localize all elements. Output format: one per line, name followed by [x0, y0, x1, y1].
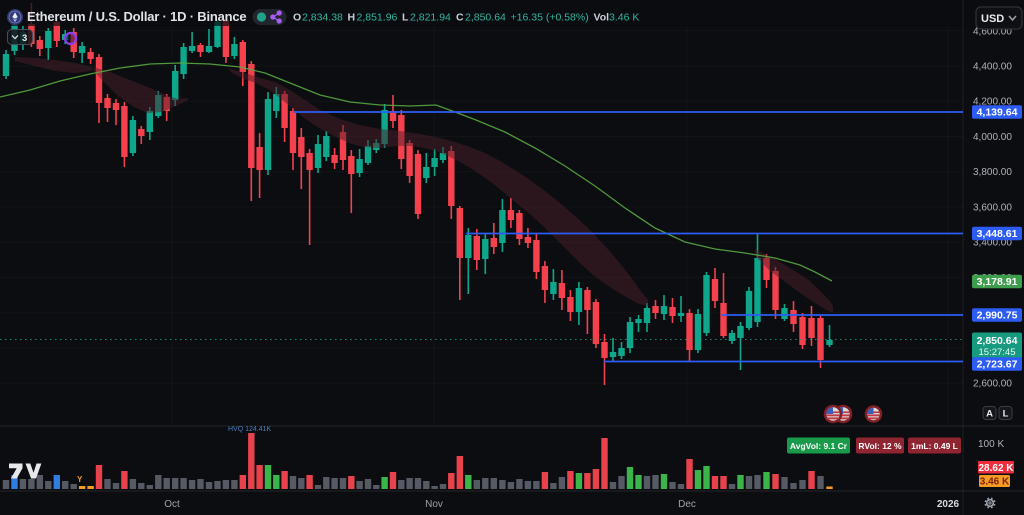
svg-text:L: L [402, 12, 409, 24]
svg-text:3,600.00: 3,600.00 [973, 203, 1012, 214]
svg-text:2,851.96: 2,851.96 [357, 12, 398, 24]
svg-text:AvgVol: 9.1 Cr: AvgVol: 9.1 Cr [790, 441, 848, 451]
svg-text:Vol: Vol [594, 12, 610, 24]
svg-text:USD: USD [981, 13, 1004, 25]
svg-text:4,400.00: 4,400.00 [973, 62, 1012, 73]
svg-text:2,834.38: 2,834.38 [302, 12, 343, 24]
svg-text:3: 3 [22, 33, 27, 44]
svg-text:3,800.00: 3,800.00 [973, 167, 1012, 178]
svg-text:Ethereum / U.S. Dollar · 1D ·: Ethereum / U.S. Dollar · 1D · Binance [27, 9, 246, 24]
svg-text:3.46 K: 3.46 K [609, 12, 639, 24]
svg-text:2,850.64: 2,850.64 [977, 335, 1018, 347]
svg-text:A: A [986, 409, 993, 420]
svg-text:HVQ 124.41K: HVQ 124.41K [228, 426, 272, 433]
svg-text:L: L [1003, 409, 1009, 420]
svg-text:Dec: Dec [678, 499, 696, 510]
svg-text:15:27:45: 15:27:45 [979, 347, 1016, 358]
svg-text:4,000.00: 4,000.00 [973, 132, 1012, 143]
svg-text:2,990.75: 2,990.75 [977, 310, 1018, 322]
svg-text:4,600.00: 4,600.00 [973, 26, 1012, 37]
svg-text:2,850.64: 2,850.64 [465, 12, 506, 24]
svg-text:2,723.67: 2,723.67 [977, 359, 1018, 371]
svg-text:+16.35 (+0.58%): +16.35 (+0.58%) [511, 12, 589, 24]
svg-text:3,448.61: 3,448.61 [977, 228, 1018, 240]
svg-text:1mL: 0.49 L: 1mL: 0.49 L [911, 441, 958, 451]
svg-text:O: O [293, 12, 301, 24]
svg-text:100 K: 100 K [978, 439, 1004, 450]
svg-text:Y: Y [77, 475, 83, 484]
svg-text:RVol: 12 %: RVol: 12 % [858, 441, 902, 451]
svg-text:28.62 K: 28.62 K [978, 463, 1014, 474]
svg-text:H: H [348, 12, 356, 24]
svg-text:2,821.94: 2,821.94 [410, 12, 451, 24]
svg-text:3,178.91: 3,178.91 [977, 276, 1018, 288]
svg-text:3.46 K: 3.46 K [980, 477, 1010, 488]
svg-text:4,200.00: 4,200.00 [973, 97, 1012, 108]
svg-text:2026: 2026 [937, 499, 960, 510]
svg-text:C: C [456, 12, 464, 24]
svg-text:Nov: Nov [425, 499, 443, 510]
svg-text:2,600.00: 2,600.00 [973, 379, 1012, 390]
svg-text:4,139.64: 4,139.64 [977, 107, 1018, 119]
svg-text:Oct: Oct [164, 499, 180, 510]
svg-text:3,400.00: 3,400.00 [973, 238, 1012, 249]
